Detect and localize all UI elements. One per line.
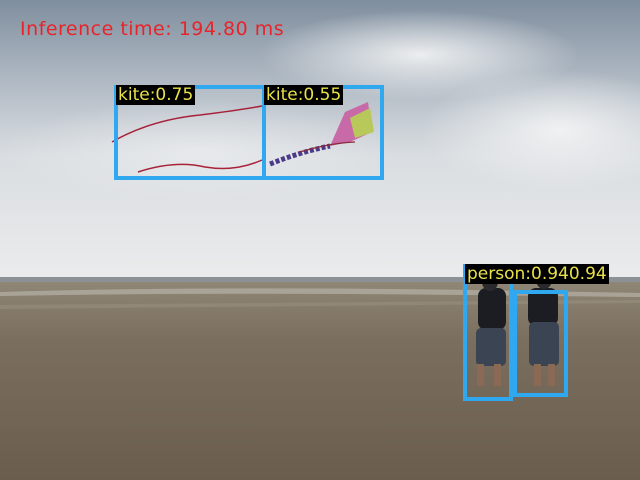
- cloud: [420, 70, 640, 190]
- detection-label-person-2: 0.94: [568, 264, 607, 284]
- kite-tail: [111, 105, 263, 143]
- person-right: [528, 271, 559, 386]
- cloud: [260, 10, 580, 100]
- detection-label-kite-2: kite:0.55: [264, 85, 344, 105]
- kite-wing: [350, 108, 374, 138]
- inference-time-text: Inference time: 194.80 ms: [20, 18, 285, 40]
- detection-box-person-2: [513, 290, 568, 397]
- kite-tail: [269, 143, 331, 167]
- detection-label-person-1: person:0.940.94: [465, 264, 609, 284]
- detection-box-person-1: [463, 264, 513, 401]
- horizon-sea: [0, 277, 640, 283]
- cloud: [0, 100, 400, 200]
- kite-line: [299, 141, 356, 153]
- kite-tail: [137, 159, 263, 173]
- detection-label-kite-1: kite:0.75: [116, 85, 196, 105]
